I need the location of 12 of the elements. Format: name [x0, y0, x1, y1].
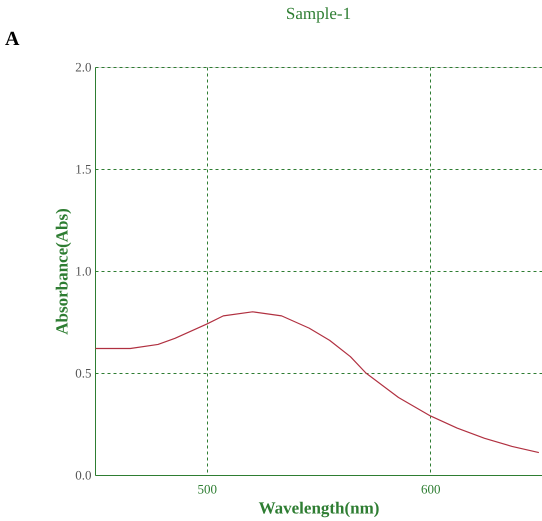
x-tick-label: 600 [421, 482, 440, 496]
text: A [5, 28, 20, 50]
y-tick-label: 2.0 [75, 60, 92, 74]
y-axis-title: Absorbance(Abs) [52, 208, 72, 335]
x-tick-label: 500 [198, 482, 217, 496]
y-tick-label: 1.5 [75, 162, 92, 176]
chart-title: Sample-1 [286, 4, 352, 23]
y-tick-label: 0.5 [75, 366, 92, 380]
line-series [94, 311, 540, 454]
y-tick-label: 0.0 [75, 468, 92, 482]
x-axis-title: Wavelength(nm) [258, 498, 380, 518]
y-tick-label: 1.0 [75, 264, 92, 278]
